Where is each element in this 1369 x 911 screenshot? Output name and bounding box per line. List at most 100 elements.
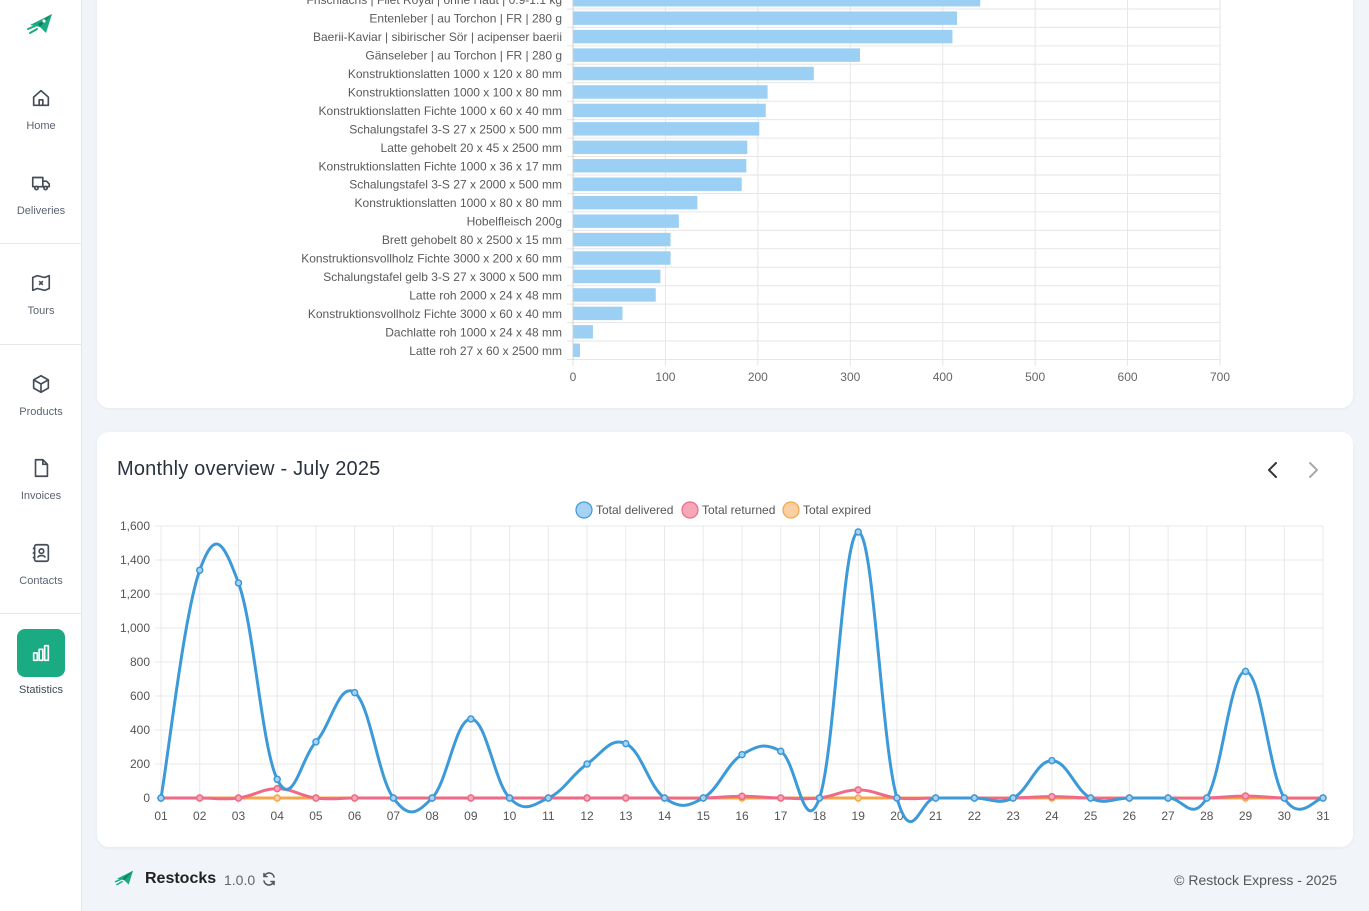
next-month-button[interactable] [1299,456,1327,484]
data-point [312,794,320,802]
bar [573,0,981,7]
bar [573,195,698,210]
x-tick-label: 23 [1006,809,1020,823]
sidebar-item-tours[interactable]: Tours [0,272,82,317]
data-point [350,794,359,802]
sidebar-item-invoices[interactable]: Invoices [0,457,82,502]
y-tick-label: 400 [130,723,150,737]
nav-divider [0,613,81,614]
footer-brand: Restocks [145,870,217,887]
bar-chart-icon [32,644,50,662]
category-label: Schalungstafel 3-S 27 x 2000 x 500 mm [349,178,562,192]
category-label: Schalungstafel 3-S 27 x 2500 x 500 mm [349,122,562,136]
bar [573,251,671,265]
data-point [1203,794,1211,802]
category-label: Konstruktionslatten 1000 x 100 x 80 mm [348,85,562,99]
previous-month-button[interactable] [1259,456,1287,484]
x-tick-label: 02 [193,809,207,823]
x-tick-label: 18 [813,809,827,823]
data-point [738,792,746,801]
x-tick-label: 01 [154,809,168,823]
sidebar-item-statistics[interactable]: Statistics [0,629,82,696]
x-tick-label: 07 [387,809,401,823]
data-point [1319,794,1327,802]
data-point [1048,756,1056,765]
sidebar-item-label: Tours [27,305,55,317]
x-tick-label: 24 [1045,809,1059,823]
x-tick-label: 15 [697,809,711,823]
y-tick-label: 800 [130,655,150,669]
x-tick-label: 05 [309,809,323,823]
x-tick-label: 04 [271,809,285,823]
x-tick-label: 100 [655,370,675,384]
sidebar-item-home[interactable]: Home [0,87,82,132]
bar [573,140,748,155]
refresh-icon[interactable] [261,871,277,887]
data-point [1164,794,1172,802]
x-tick-label: 400 [933,370,953,384]
data-point [467,715,475,723]
sidebar-item-contacts[interactable]: Contacts [0,542,82,587]
data-point [273,794,281,802]
category-label: Konstruktionslatten 1000 x 80 x 80 mm [355,196,562,210]
x-tick-label: 500 [1025,370,1045,384]
sidebar-item-label: Products [19,406,63,418]
paper-plane-logo-icon[interactable] [26,11,56,37]
x-tick-label: 03 [232,809,246,823]
x-tick-label: 08 [425,809,439,823]
bar [573,103,766,118]
y-tick-label: 1,600 [120,519,150,533]
data-point [1125,794,1134,802]
category-label: Konstruktionslatten Fichte 1000 x 36 x 1… [319,159,562,173]
data-point [273,775,281,784]
category-label: Frischlachs | Filet Royal | ohne Haut | … [307,0,562,7]
x-tick-label: 12 [580,809,594,823]
x-tick-label: 700 [1210,370,1230,384]
sidebar-item-label: Statistics [18,684,63,696]
x-tick-label: 27 [1161,809,1175,823]
category-label: Hobelfleisch 200g [467,215,562,229]
bar [573,48,861,62]
y-tick-label: 1,400 [120,553,150,567]
bar [573,29,953,44]
x-tick-label: 16 [735,809,749,823]
x-tick-label: 17 [774,809,788,823]
data-point [854,794,862,802]
x-tick-label: 31 [1316,809,1330,823]
x-tick-label: 06 [348,809,362,823]
x-tick-label: 300 [840,370,860,384]
x-tick-label: 14 [658,809,672,823]
bar [573,214,679,228]
sidebar-item-label: Deliveries [16,205,66,217]
category-label: Konstruktionsvollholz Fichte 3000 x 200 … [301,252,562,266]
category-label: Dachlatte roh 1000 x 24 x 48 mm [385,325,562,339]
legend-label: Total delivered [596,503,673,517]
sidebar-item-label: Home [26,120,56,132]
chevron-left-icon [1268,462,1277,478]
data-point [505,794,514,802]
y-tick-label: 1,000 [120,621,150,635]
monthly-line-chart: 01 02 03 04 05 06 07 08 09 10 11 12 13 14 15 16 17 18 19 20… [120,501,1330,824]
x-tick-label: 200 [748,370,768,384]
sidebar: Home Deliveries Tours Products Invoices [0,0,82,911]
data-point [1280,794,1289,802]
sidebar-item-deliveries[interactable]: Deliveries [0,172,82,217]
data-point [1241,792,1250,800]
map-icon [31,274,51,292]
data-point [544,794,553,802]
data-point [1086,794,1095,802]
data-point [1241,667,1250,676]
sidebar-item-products[interactable]: Products [0,373,82,418]
category-label: Baerii-Kaviar | sibirischer Sör | acipen… [313,30,562,44]
legend-swatch [782,501,800,519]
category-label: Konstruktionsvollholz Fichte 3000 x 60 x… [308,307,562,321]
legend-swatch [681,501,699,519]
y-tick-label: 0 [143,791,150,805]
active-indicator [17,629,65,677]
data-point [1009,794,1017,802]
bar [573,306,623,321]
data-point [467,794,475,802]
data-point [583,794,591,802]
category-label: Konstruktionslatten Fichte 1000 x 60 x 4… [319,104,562,118]
data-point [660,794,669,802]
